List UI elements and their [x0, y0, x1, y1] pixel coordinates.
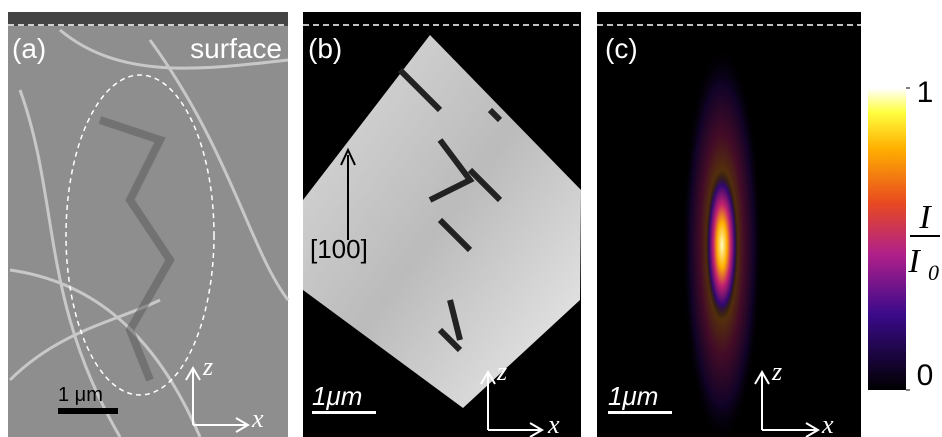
axis-label: x [251, 404, 264, 433]
panel-c: (c) 1μm z x [597, 12, 861, 437]
scale-bar-label: 1μm [608, 381, 658, 411]
panel-label: (b) [308, 33, 342, 64]
scale-bar-label: 1 μm [58, 384, 103, 406]
scale-bar-label: 1μm [312, 381, 362, 411]
axis-label: x [547, 410, 560, 437]
panel-b: (b) [100] 1μm z x [303, 12, 581, 437]
panel-a: (a) surface 1 μm z x [8, 12, 290, 437]
tick-label: 0 [917, 359, 934, 392]
axis-label: x [821, 410, 834, 437]
colorbar-label-subscript: 0 [928, 260, 939, 285]
annotation: surface [190, 33, 282, 64]
tick-label: 1 [917, 76, 934, 109]
colorbar-gradient [868, 88, 906, 390]
axis-label: z [496, 357, 507, 386]
colorbar-label: I [907, 243, 921, 280]
scale-bar [58, 408, 118, 414]
colorbar: I I 0 0 1 [868, 76, 940, 392]
colorbar-label: I [918, 199, 932, 236]
direction-label: [100] [310, 234, 368, 264]
axis-label: z [771, 357, 782, 386]
panel-label: (c) [605, 33, 638, 64]
panel-label: (a) [12, 33, 46, 64]
axis-label: z [202, 352, 213, 381]
